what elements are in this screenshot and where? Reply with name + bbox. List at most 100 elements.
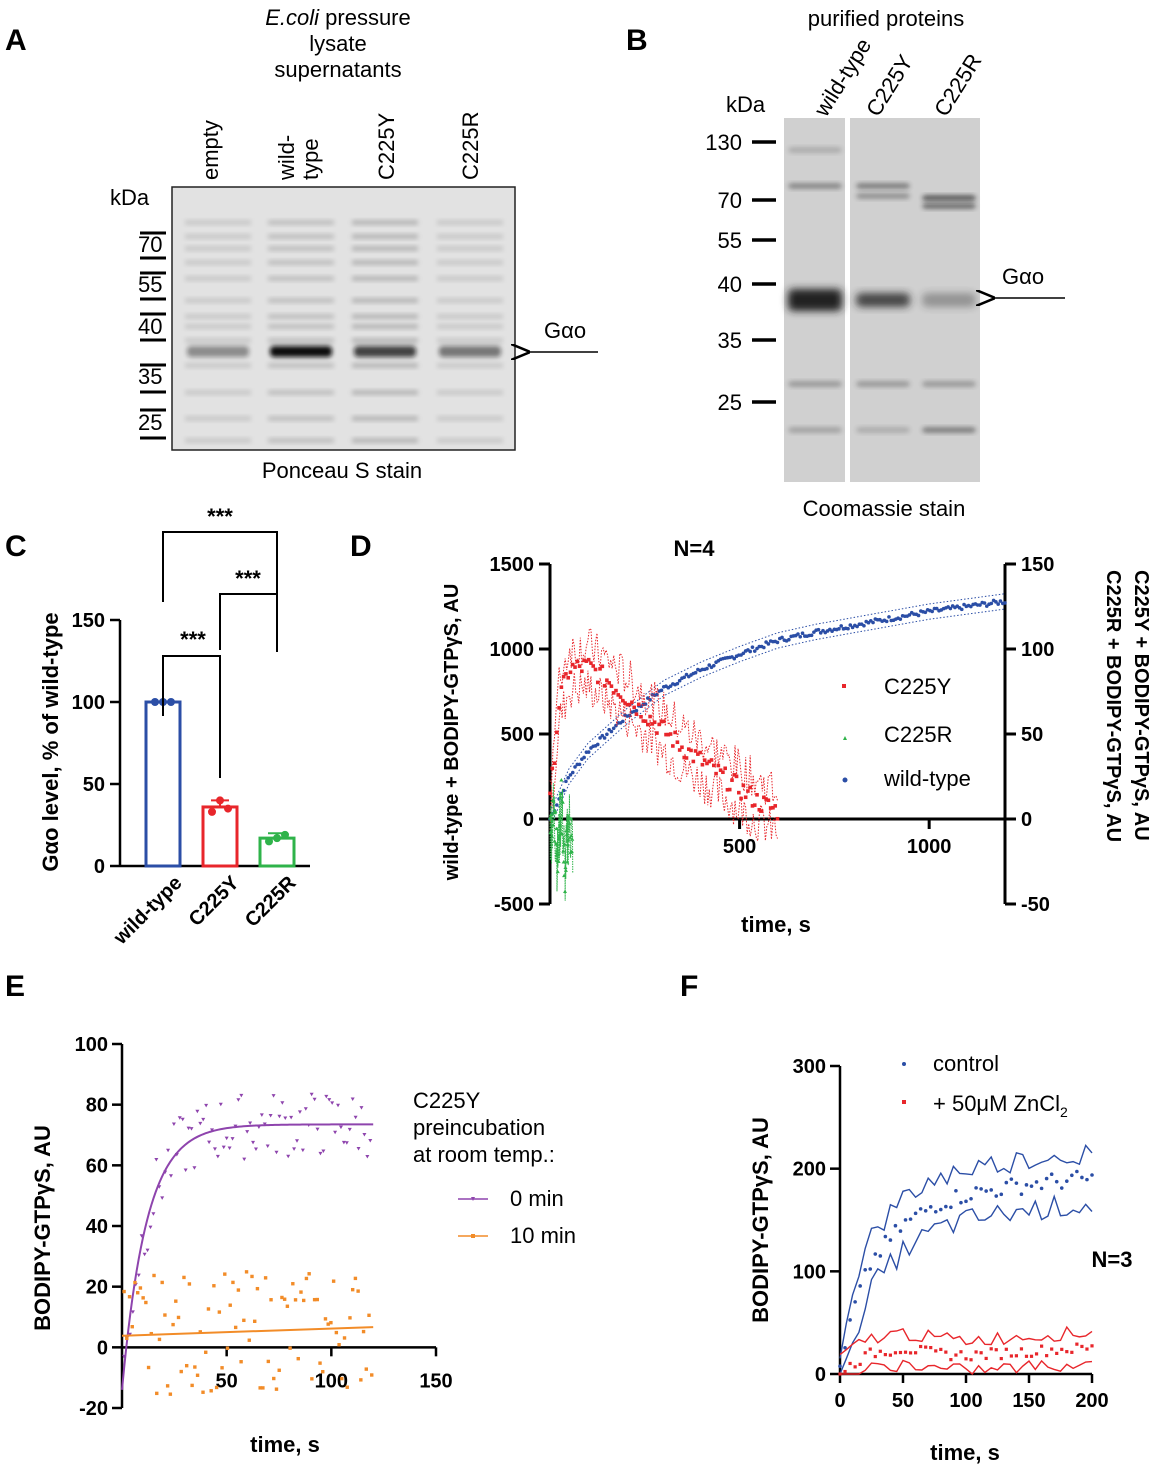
- y-tick-label-right-d: 100: [1021, 639, 1054, 661]
- legend-d: C225Y C225R wild-type: [842, 674, 971, 791]
- point-10min-e: [277, 1368, 281, 1372]
- control-point-f: [1049, 1172, 1054, 1176]
- point-0min-e: [303, 1107, 308, 1111]
- c225y-point-d: [705, 761, 709, 766]
- y-tick-label-c: 0: [94, 856, 105, 878]
- control-point-f: [873, 1252, 878, 1256]
- c225r-point-d: [558, 822, 563, 827]
- point-0min-e: [289, 1115, 294, 1120]
- y-tick-label-e: 80: [86, 1095, 108, 1117]
- c225y-point-d: [737, 790, 741, 795]
- legend-d-marker-wildtype: [842, 777, 848, 783]
- c225y-point-d: [716, 763, 721, 768]
- gel-a-band: [268, 234, 334, 239]
- caption-a: Ponceau S stain: [262, 458, 422, 483]
- panel-d-ylabel-left: wild-type + BODIPY-GTPγS, AU: [441, 584, 463, 882]
- c225y-point-d: [661, 719, 666, 724]
- x-tick-label-f: 0: [834, 1390, 845, 1412]
- panel-d-letter: D: [350, 530, 372, 563]
- gel-b-band: [856, 293, 910, 307]
- wildtype-point-d: [996, 602, 1000, 606]
- legend-f-zinc: + 50μM ZnCl2: [933, 1091, 1068, 1120]
- c225y-point-d: [657, 722, 661, 727]
- gel-a-band: [185, 363, 251, 368]
- gel-b-band: [856, 381, 910, 387]
- c225y-point-d: [755, 792, 759, 797]
- point-0min-e: [230, 1137, 235, 1141]
- point-0min-e: [218, 1102, 223, 1107]
- data-point-c: [281, 830, 289, 839]
- marker-35-a: 35: [138, 364, 162, 389]
- c225y-point-d: [623, 701, 627, 705]
- point-0min-e: [333, 1130, 338, 1135]
- control-point-f: [848, 1318, 852, 1322]
- c225y-point-d: [621, 698, 625, 703]
- x-tick-label-e: 100: [315, 1370, 348, 1392]
- c225y-point-d: [718, 768, 723, 773]
- marker-40-b: 40: [718, 272, 742, 297]
- point-0min-e: [127, 1332, 132, 1337]
- point-0min-e: [186, 1126, 191, 1131]
- c225y-point-d: [730, 778, 734, 782]
- wildtype-point-d: [568, 773, 573, 777]
- point-10min-e: [171, 1322, 175, 1327]
- x-tick-label-c: C225R: [241, 872, 301, 932]
- wildtype-point-d: [923, 610, 928, 615]
- point-0min-e: [130, 1310, 135, 1314]
- point-10min-e: [223, 1272, 227, 1276]
- lane-label-type: type: [298, 138, 323, 180]
- c225r-point-d: [563, 889, 568, 894]
- c225r-point-d: [558, 791, 563, 796]
- wildtype-point-d: [994, 600, 998, 604]
- point-10min-e: [125, 1336, 129, 1341]
- point-10min-e: [217, 1310, 222, 1314]
- point-0min-e: [198, 1121, 203, 1126]
- c225r-point-d: [552, 839, 557, 843]
- bar-C225R: [258, 836, 296, 868]
- gel-a-band: [185, 314, 251, 319]
- c225y-point-d: [566, 675, 570, 680]
- zinc-point-f: [989, 1347, 993, 1351]
- zinc-point-f: [939, 1347, 943, 1352]
- point-10min-e: [193, 1365, 197, 1369]
- gel-a-band: [268, 220, 334, 225]
- gel-b-band: [788, 147, 842, 153]
- point-10min-e: [282, 1297, 287, 1301]
- c225y-point-d: [641, 719, 646, 723]
- point-0min-e: [148, 1225, 153, 1230]
- wildtype-point-d: [780, 635, 784, 640]
- gel-a-band: [437, 416, 503, 421]
- c225r-point-d: [565, 842, 570, 847]
- c225y-point-d: [668, 732, 673, 736]
- c225r-point-d: [557, 836, 562, 840]
- gel-b-band: [922, 293, 976, 307]
- wildtype-point-d: [848, 623, 853, 627]
- point-0min-e: [174, 1152, 179, 1157]
- y-tick-label-f: 0: [815, 1364, 826, 1386]
- point-0min-e: [210, 1128, 215, 1132]
- point-0min-e: [242, 1157, 247, 1162]
- wildtype-point-d: [762, 645, 766, 650]
- c225r-point-d: [549, 828, 554, 833]
- point-0min-e: [338, 1125, 343, 1130]
- c225y-point-d: [702, 758, 707, 762]
- data-point-c: [167, 698, 175, 706]
- point-0min-e: [122, 1354, 127, 1359]
- point-10min-e: [370, 1373, 374, 1377]
- gel-a-band: [268, 338, 334, 343]
- panel-e-xlabel: time, s: [250, 1432, 320, 1457]
- point-0min-e: [318, 1151, 323, 1156]
- control-point-f: [1004, 1180, 1009, 1185]
- c225y-point-d: [700, 762, 705, 767]
- wildtype-point-d: [741, 651, 746, 656]
- c225y-point-d: [634, 712, 639, 716]
- point-0min-e: [359, 1106, 364, 1110]
- point-0min-e: [245, 1130, 250, 1134]
- point-10min-e: [247, 1338, 251, 1342]
- marker-ladder-b: 130 70 55 40 35 25: [705, 130, 776, 415]
- point-10min-e: [133, 1280, 137, 1285]
- point-10min-e: [280, 1295, 284, 1300]
- c225r-point-d: [570, 837, 575, 841]
- control-point-f: [949, 1205, 953, 1210]
- c225y-point-d: [652, 720, 657, 725]
